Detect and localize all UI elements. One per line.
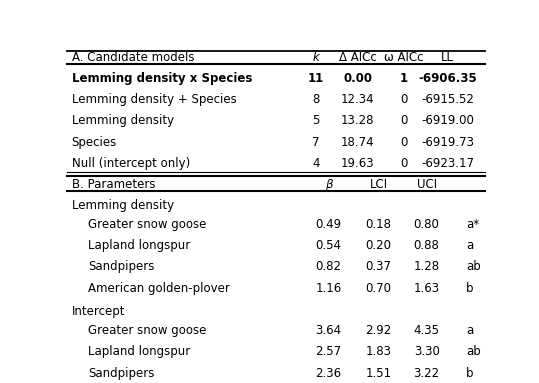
Text: 1.63: 1.63 <box>413 282 440 295</box>
Text: 12.34: 12.34 <box>341 93 375 106</box>
Text: k: k <box>313 51 319 64</box>
Text: American golden-plover: American golden-plover <box>88 282 230 295</box>
Text: ab: ab <box>466 260 481 273</box>
Text: 1: 1 <box>399 72 407 85</box>
Text: 0: 0 <box>400 115 407 128</box>
Text: β: β <box>324 178 332 191</box>
Text: 2.92: 2.92 <box>365 324 392 337</box>
Text: Sandpipers: Sandpipers <box>88 367 155 380</box>
Text: 3.30: 3.30 <box>413 345 440 358</box>
Text: Intercept: Intercept <box>72 306 125 319</box>
Text: 11: 11 <box>308 72 324 85</box>
Text: 0: 0 <box>400 136 407 149</box>
Text: Null (intercept only): Null (intercept only) <box>72 157 190 170</box>
Text: 1.51: 1.51 <box>365 367 392 380</box>
Text: -6923.17: -6923.17 <box>421 157 474 170</box>
Text: LCI: LCI <box>370 178 388 191</box>
Text: 5: 5 <box>312 115 320 128</box>
Text: b: b <box>466 282 474 295</box>
Text: 0.80: 0.80 <box>413 218 440 231</box>
Text: 0.49: 0.49 <box>315 218 342 231</box>
Text: 4: 4 <box>312 157 320 170</box>
Text: LL: LL <box>441 51 454 64</box>
Text: 1.83: 1.83 <box>365 345 391 358</box>
Text: Greater snow goose: Greater snow goose <box>88 324 206 337</box>
Text: 0.00: 0.00 <box>343 72 372 85</box>
Text: 4.35: 4.35 <box>413 324 440 337</box>
Text: B. Parameters: B. Parameters <box>72 178 155 191</box>
Text: Lapland longspur: Lapland longspur <box>88 239 190 252</box>
Text: 7: 7 <box>312 136 320 149</box>
Text: Sandpipers: Sandpipers <box>88 260 155 273</box>
Text: Greater snow goose: Greater snow goose <box>88 218 206 231</box>
Text: Species: Species <box>72 136 117 149</box>
Text: 1.28: 1.28 <box>413 260 440 273</box>
Text: 18.74: 18.74 <box>341 136 375 149</box>
Text: 2.57: 2.57 <box>315 345 342 358</box>
Text: Lemming density: Lemming density <box>72 199 174 212</box>
Text: 3.22: 3.22 <box>413 367 440 380</box>
Text: -6906.35: -6906.35 <box>418 72 477 85</box>
Text: 0: 0 <box>400 157 407 170</box>
Text: 0.18: 0.18 <box>365 218 391 231</box>
Text: Lemming density: Lemming density <box>72 115 174 128</box>
Text: A. Candidate models: A. Candidate models <box>72 51 194 64</box>
Text: ω AICc: ω AICc <box>384 51 424 64</box>
Text: -6919.00: -6919.00 <box>421 115 474 128</box>
Text: 3.64: 3.64 <box>315 324 342 337</box>
Text: Lemming density x Species: Lemming density x Species <box>72 72 252 85</box>
Text: a: a <box>466 239 474 252</box>
Text: Δ AICc: Δ AICc <box>339 51 377 64</box>
Text: Lemming density + Species: Lemming density + Species <box>72 93 236 106</box>
Text: UCI: UCI <box>417 178 437 191</box>
Text: b: b <box>466 367 474 380</box>
Text: 0.54: 0.54 <box>315 239 341 252</box>
Text: ab: ab <box>466 345 481 358</box>
Text: 19.63: 19.63 <box>341 157 375 170</box>
Text: 2.36: 2.36 <box>315 367 342 380</box>
Text: -6915.52: -6915.52 <box>421 93 474 106</box>
Text: Lapland longspur: Lapland longspur <box>88 345 190 358</box>
Text: 0.82: 0.82 <box>315 260 341 273</box>
Text: 13.28: 13.28 <box>341 115 375 128</box>
Text: 0.88: 0.88 <box>413 239 440 252</box>
Text: 0.20: 0.20 <box>365 239 391 252</box>
Text: 1.16: 1.16 <box>315 282 342 295</box>
Text: -6919.73: -6919.73 <box>421 136 474 149</box>
Text: 0.70: 0.70 <box>365 282 391 295</box>
Text: a*: a* <box>466 218 479 231</box>
Text: 0.37: 0.37 <box>365 260 391 273</box>
Text: 0: 0 <box>400 93 407 106</box>
Text: 8: 8 <box>312 93 320 106</box>
Text: a: a <box>466 324 474 337</box>
